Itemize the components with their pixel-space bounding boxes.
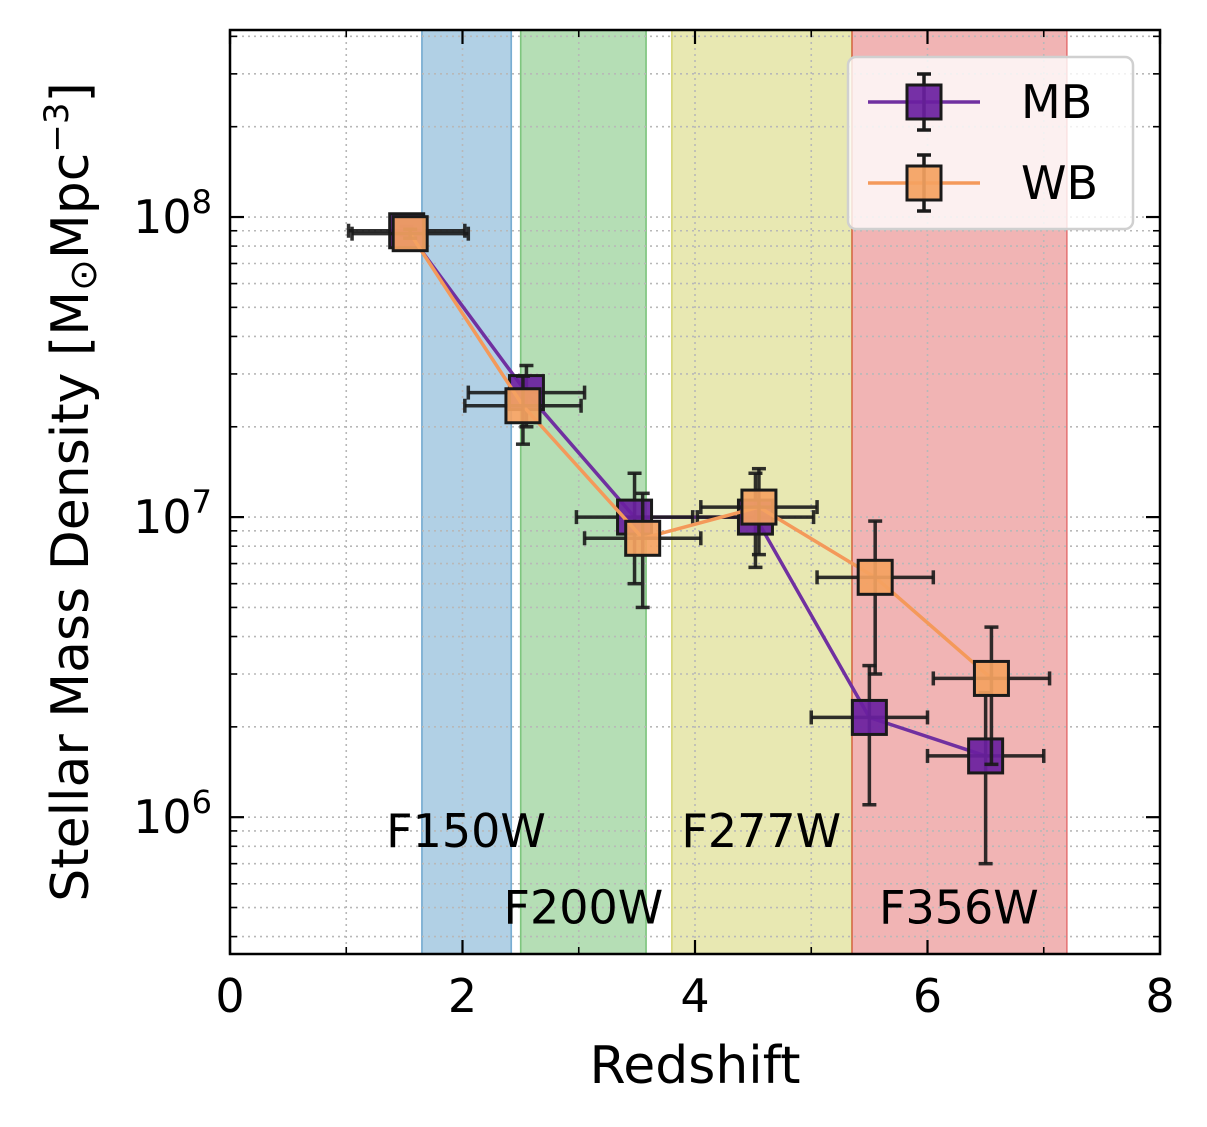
wb-point [740, 488, 778, 526]
mb-line [405, 229, 987, 758]
tick-labels: 0 2 4 6 8 106 107 108 [133, 183, 1175, 1023]
y-tick-label: 108 [133, 183, 212, 244]
wb-line [408, 232, 993, 680]
legend-label-wb: WB [1021, 156, 1098, 210]
x-tick-label: 0 [215, 969, 244, 1023]
legend-marker-mb [905, 83, 943, 121]
y-tick-label: 106 [133, 783, 212, 844]
mb-point [967, 737, 1005, 775]
wb-point [624, 519, 662, 557]
band-f200w [519, 29, 647, 955]
x-axis-label: Redshift [589, 1036, 800, 1096]
band-label-f277w: F277W [681, 804, 841, 858]
mb-point [850, 698, 888, 736]
legend-item-wb: WB [868, 153, 1098, 213]
series-wb [350, 215, 1052, 767]
legend: MB WB [846, 55, 1135, 231]
band-label-f200w: F200W [504, 881, 664, 935]
wb-point [856, 558, 894, 596]
y-axis-label-exponent: −3 [37, 102, 77, 152]
band-label-f150w: F150W [386, 804, 546, 858]
wb-point [391, 215, 429, 253]
band-f150w [421, 29, 513, 955]
y-tick-label: 107 [133, 483, 212, 544]
x-tick-label: 8 [1145, 969, 1174, 1023]
band-label-f356w: F356W [879, 881, 1039, 935]
x-tick-label: 4 [680, 969, 709, 1023]
legend-label-mb: MB [1021, 75, 1092, 129]
wb-point [504, 387, 542, 425]
legend-item-mb: MB [868, 72, 1092, 132]
y-axis-label: Stellar Mass Density [M⊙Mpc−3] [37, 82, 105, 902]
filter-band-labels: F150W F200W F277W F356W [386, 804, 1039, 935]
y-axis-label-unit: Mpc [41, 153, 101, 259]
wb-point [972, 659, 1010, 697]
legend-marker-wb [905, 164, 943, 202]
x-tick-label: 2 [448, 969, 477, 1023]
y-axis-label-close: ] [41, 82, 101, 102]
data-series [346, 212, 1052, 866]
plot-frame [228, 28, 1162, 956]
x-tick-label: 6 [913, 969, 942, 1023]
y-axis-label-subscript: ⊙ [61, 259, 105, 291]
